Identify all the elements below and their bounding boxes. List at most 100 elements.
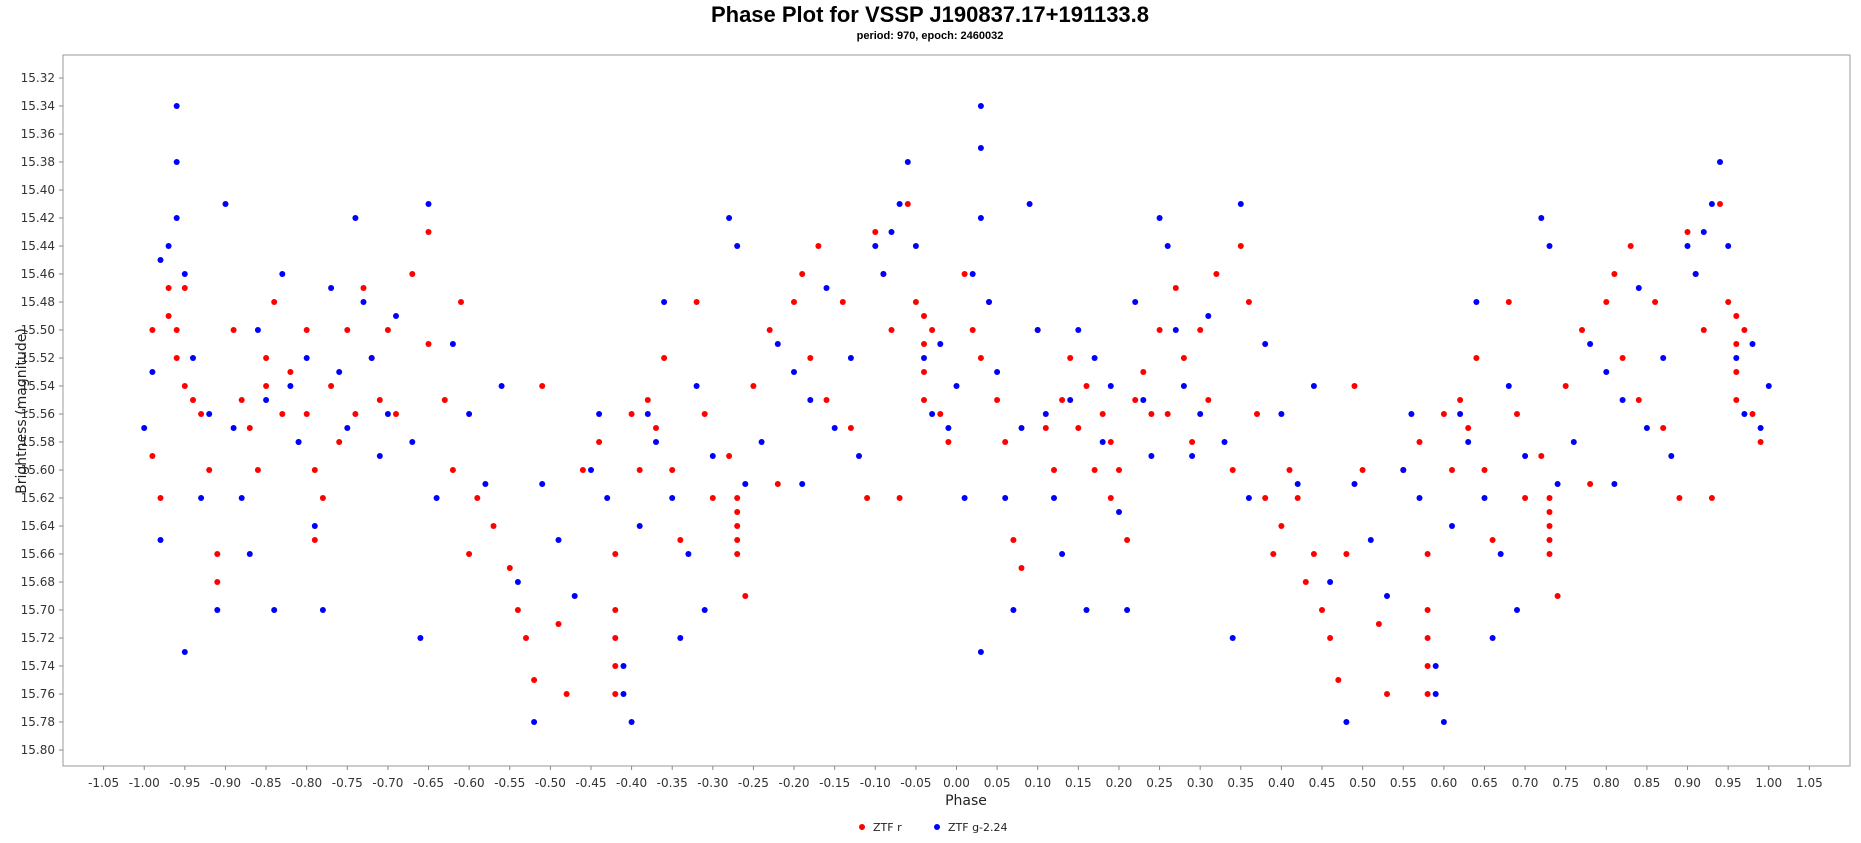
ztf-r-point <box>896 495 903 501</box>
x-tick-label: -0.20 <box>779 776 810 790</box>
ztf-g-point <box>1546 243 1553 249</box>
ztf-r-point <box>839 299 846 305</box>
ztf-g-point <box>1570 439 1577 445</box>
ztf-r-point <box>693 299 700 305</box>
ztf-g-point <box>328 285 335 291</box>
ztf-g-point <box>1432 663 1439 669</box>
ztf-r-point <box>766 327 773 333</box>
x-tick-label: 1.05 <box>1796 776 1823 790</box>
ztf-g-point <box>588 467 594 473</box>
ztf-g-point <box>1189 453 1196 459</box>
ztf-g-point <box>774 341 781 347</box>
ztf-g-point <box>1107 383 1114 389</box>
ztf-r-point <box>1059 397 1066 403</box>
ztf-r-point <box>1075 425 1082 431</box>
x-axis-label: Phase <box>945 793 987 809</box>
ztf-g-point <box>1416 495 1423 501</box>
ztf-g-point <box>709 453 716 459</box>
ztf-g-point <box>1067 397 1074 403</box>
ztf-g-point <box>1262 341 1269 347</box>
x-tick-label: 0.10 <box>1024 776 1051 790</box>
ztf-g-point <box>1708 201 1715 207</box>
ztf-g-point <box>977 649 984 655</box>
ztf-g-point <box>1538 215 1545 221</box>
ztf-g-point <box>1611 481 1618 487</box>
ztf-r-point <box>319 495 326 501</box>
ztf-g-point <box>904 159 911 165</box>
ztf-r-point <box>1522 495 1529 501</box>
ztf-r-point <box>1310 551 1317 557</box>
ztf-g-point <box>677 635 684 641</box>
ztf-r-point <box>181 285 188 291</box>
ztf-g-point <box>1351 481 1358 487</box>
ztf-g-point <box>1221 439 1228 445</box>
x-tick-label: 0.70 <box>1512 776 1539 790</box>
ztf-g-point <box>1473 299 1480 305</box>
ztf-r-point <box>644 397 651 403</box>
ztf-r-point <box>1245 299 1252 305</box>
ztf-g-point <box>1432 691 1439 697</box>
ztf-g-point <box>977 215 984 221</box>
ztf-g-point <box>661 299 668 305</box>
ztf-r-point <box>1424 607 1431 613</box>
ztf-g-point <box>181 649 188 655</box>
x-tick-label: 0.45 <box>1309 776 1336 790</box>
ztf-g-point <box>141 425 148 431</box>
ztf-r-point <box>1002 439 1009 445</box>
ztf-g-point <box>937 341 944 347</box>
x-tick-label: 0.85 <box>1634 776 1661 790</box>
ztf-g-point <box>393 313 399 319</box>
ztf-r-point <box>206 467 213 473</box>
ztf-r-point <box>1733 341 1740 347</box>
ztf-r-point <box>360 285 367 291</box>
ztf-r-point <box>661 355 668 361</box>
ztf-r-point <box>1018 565 1025 571</box>
ztf-g-point <box>701 607 708 613</box>
ztf-r-point <box>888 327 895 333</box>
ztf-g-point <box>1489 635 1496 641</box>
ztf-r-point <box>1010 537 1017 543</box>
y-tick-label: 15.34 <box>21 99 55 113</box>
ztf-g-point <box>1034 327 1041 333</box>
ztf-r-point <box>238 397 245 403</box>
ztf-g-point <box>1343 719 1350 725</box>
ztf-g-point <box>1083 607 1090 613</box>
ztf-r-point <box>254 467 261 473</box>
ztf-r-point <box>653 425 659 431</box>
x-tick-label: -0.15 <box>819 776 850 790</box>
ztf-r-point <box>328 383 335 389</box>
ztf-g-point <box>734 243 741 249</box>
ztf-r-point <box>904 201 911 207</box>
ztf-g-point <box>620 663 627 669</box>
ztf-r-point <box>1107 495 1114 501</box>
ztf-g-point <box>1587 341 1594 347</box>
ztf-r-point <box>287 369 294 375</box>
y-tick-label: 15.48 <box>21 295 55 309</box>
ztf-g-point <box>1514 607 1520 613</box>
ztf-g-point <box>977 145 984 151</box>
ztf-g-point <box>912 243 919 249</box>
ztf-g-point <box>1156 215 1163 221</box>
y-tick-label: 15.54 <box>21 379 55 393</box>
ztf-r-point <box>1652 299 1659 305</box>
y-tick-label: 15.80 <box>21 743 55 757</box>
ztf-r-point <box>311 467 318 473</box>
ztf-r-point <box>1733 397 1740 403</box>
ztf-r-point <box>1708 495 1715 501</box>
ztf-r-point <box>165 285 172 291</box>
x-tick-label: 0.05 <box>984 776 1011 790</box>
y-axis: 15.32 15.34 15.36 15.38 15.40 15.42 15.44 15.46… <box>21 71 63 757</box>
ztf-g-point <box>157 257 164 263</box>
ztf-g-point <box>1505 383 1512 389</box>
y-tick-label: 15.32 <box>21 71 55 85</box>
ztf-g-point <box>360 299 367 305</box>
ztf-r-point <box>750 383 757 389</box>
ztf-g-point <box>254 327 261 333</box>
ztf-g-point <box>1180 383 1187 389</box>
ztf-r-point <box>734 509 741 515</box>
ztf-g-point <box>1692 271 1699 277</box>
ztf-g-point <box>921 355 927 361</box>
ztf-r-point <box>311 537 318 543</box>
ztf-g-point <box>1619 397 1626 403</box>
